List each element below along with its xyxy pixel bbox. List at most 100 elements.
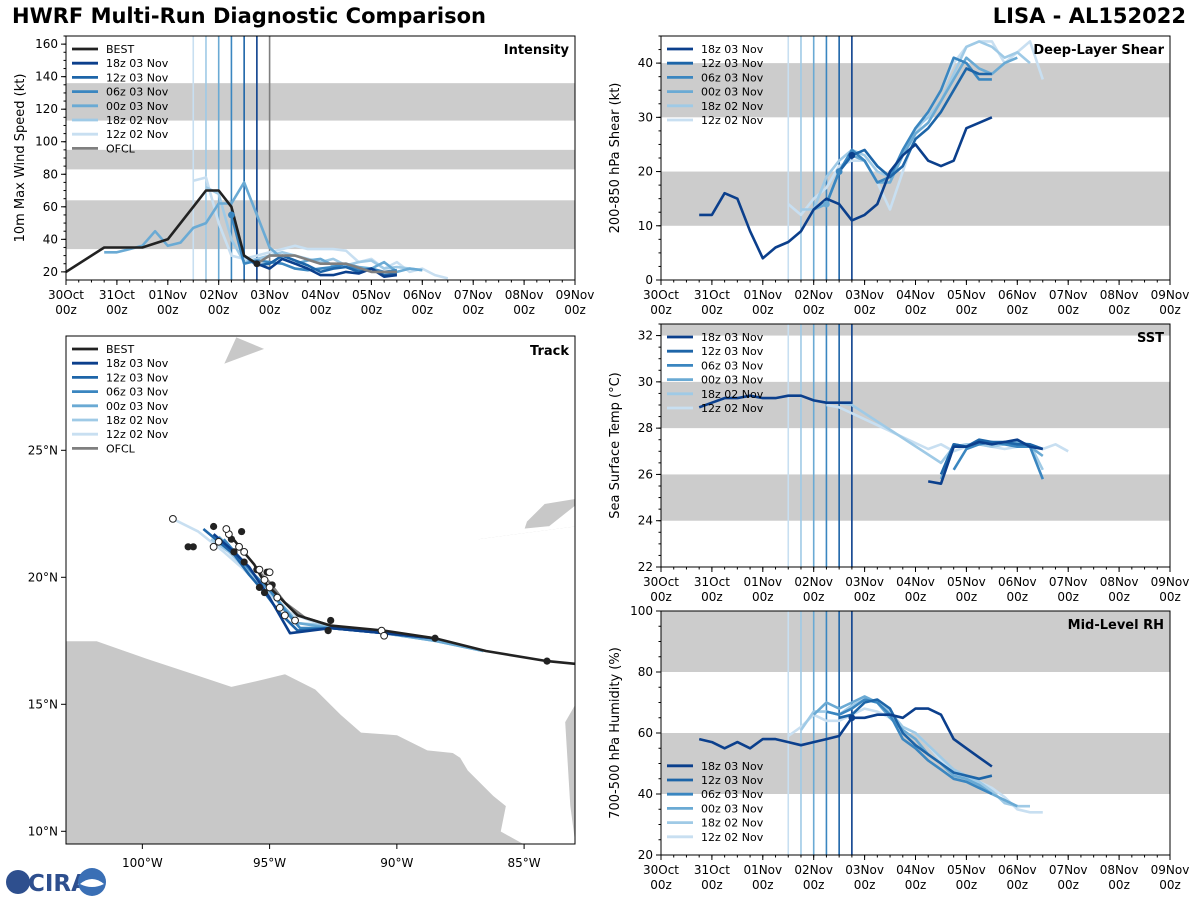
- shear-init-point-18z-03-nov: [848, 151, 856, 159]
- track-state-border: [384, 538, 459, 593]
- rh-x-tick-label: 07Nov: [1049, 863, 1088, 877]
- sst-panel: 22242628303230Oct00z31Oct00z01Nov00z02No…: [608, 323, 1189, 604]
- sst-x-tick-label: 02Nov: [794, 575, 833, 589]
- sst-x-tick-label: 07Nov: [1049, 575, 1088, 589]
- sst-x-tick-label: 08Nov: [1100, 575, 1139, 589]
- track-position-marker: [238, 527, 246, 536]
- track-forecast-marker: [209, 542, 218, 551]
- rh-x-tick-label: 00z: [905, 878, 927, 892]
- track-state-border: [66, 424, 181, 451]
- rh-y-tick-label: 40: [638, 787, 653, 801]
- shear-x-tick-label: 00z: [650, 303, 672, 317]
- shear-x-tick-label: 00z: [854, 303, 876, 317]
- track-state-border: [66, 513, 199, 522]
- intensity-series-best: [66, 189, 258, 273]
- shear-x-tick-label: 04Nov: [896, 288, 935, 302]
- track-plot-area: [66, 336, 575, 844]
- intensity-x-tick-label: 00z: [412, 303, 434, 317]
- rh-x-tick-label: 00z: [1159, 878, 1181, 892]
- rh-x-tick-label: 00z: [650, 878, 672, 892]
- intensity-series-18z-03-nov: [256, 257, 398, 278]
- sst-x-tick-label: 00z: [803, 590, 825, 604]
- shear-x-tick-label: 00z: [905, 303, 927, 317]
- rh-x-tick-label: 30Oct: [643, 863, 679, 877]
- intensity-plot-area: [66, 36, 575, 280]
- rh-x-tick-label: 08Nov: [1100, 863, 1139, 877]
- rh-x-tick-label: 00z: [956, 878, 978, 892]
- rh-x-tick-label: 00z: [1007, 878, 1029, 892]
- sst-x-tick-label: 31Oct: [694, 575, 730, 589]
- track-forecast-marker: [168, 514, 177, 523]
- rh-legend-label-18z-03-nov: 18z 03 Nov: [701, 760, 764, 773]
- track-x-tick-label: 85°W: [508, 856, 541, 870]
- intensity-x-tick-label: 07Nov: [454, 288, 493, 302]
- sst-legend-label-00z-03-nov: 00z 03 Nov: [701, 374, 764, 387]
- rh-x-tick-label: 00z: [701, 878, 723, 892]
- track-forecast-marker: [380, 631, 389, 640]
- sst-x-tick-label: 05Nov: [947, 575, 986, 589]
- sst-y-tick-label: 24: [638, 514, 653, 528]
- sst-x-tick-label: 00z: [905, 590, 927, 604]
- sst-legend-label-12z-03-nov: 12z 03 Nov: [701, 345, 764, 358]
- shear-x-tick-label: 00z: [1159, 303, 1181, 317]
- intensity-y-tick-label: 60: [43, 200, 58, 214]
- track-position-marker: [184, 543, 192, 551]
- intensity-x-tick-label: 02Nov: [199, 288, 238, 302]
- shear-y-tick-label: 10: [638, 219, 653, 233]
- track-series-18z-03-nov: [212, 533, 436, 640]
- track-forecast-marker: [222, 525, 231, 533]
- track-frame: [65, 335, 576, 845]
- rh-plot-area: [661, 611, 1170, 855]
- shear-legend-label-06z-03-nov: 06z 03 Nov: [701, 71, 764, 84]
- sst-x-tick-label: 00z: [1007, 590, 1029, 604]
- shear-x-tick-label: 09Nov: [1151, 288, 1190, 302]
- track-state-border: [416, 716, 454, 753]
- rh-shaded-band: [661, 611, 1170, 672]
- sst-x-tick-label: 00z: [701, 590, 723, 604]
- rh-legend-label-12z-03-nov: 12z 03 Nov: [701, 774, 764, 787]
- rh-legend-label-18z-02-nov: 18z 02 Nov: [701, 817, 764, 830]
- intensity-y-tick-label: 100: [35, 135, 58, 149]
- track-position-marker: [210, 522, 218, 531]
- rh-x-tick-label: 05Nov: [947, 863, 986, 877]
- track-state-border: [205, 602, 232, 654]
- shear-legend-label-12z-03-nov: 12z 03 Nov: [701, 57, 764, 70]
- track-position-marker: [255, 583, 264, 592]
- intensity-x-tick-label: 31Oct: [99, 288, 135, 302]
- intensity-y-axis-label: 10m Max Wind Speed (kt): [13, 74, 28, 243]
- shear-legend-label-18z-02-nov: 18z 02 Nov: [701, 100, 764, 113]
- shear-x-tick-label: 00z: [752, 303, 774, 317]
- shear-plot-area: [661, 36, 1170, 280]
- intensity-x-tick-label: 00z: [361, 303, 383, 317]
- sst-y-tick-label: 26: [638, 467, 653, 481]
- rh-x-tick-label: 06Nov: [998, 863, 1037, 877]
- shear-panel: 01020304030Oct00z31Oct00z01Nov00z02Nov00…: [608, 35, 1190, 317]
- track-forecast-marker: [275, 603, 284, 612]
- shear-series-06z-03-nov: [825, 56, 992, 205]
- intensity-x-tick-label: 00z: [513, 303, 535, 317]
- rh-x-tick-label: 04Nov: [896, 863, 935, 877]
- track-forecast-marker: [235, 542, 243, 551]
- intensity-legend-label-12z-02-nov: 12z 02 Nov: [106, 128, 169, 141]
- intensity-x-tick-label: 00z: [55, 303, 77, 317]
- track-forecast-marker: [265, 583, 274, 592]
- track-y-tick-label: 25°N: [28, 443, 58, 457]
- page-title: HWRF Multi-Run Diagnostic Comparison: [12, 4, 487, 28]
- shear-legend-label-00z-03-nov: 00z 03 Nov: [701, 86, 764, 99]
- track-state-border: [304, 617, 365, 649]
- track-cuba: [523, 498, 575, 530]
- intensity-x-tick-label: 03Nov: [250, 288, 289, 302]
- track-legend-label-12z-02-nov: 12z 02 Nov: [106, 428, 169, 441]
- intensity-x-tick-label: 04Nov: [301, 288, 340, 302]
- track-state-border: [142, 577, 179, 629]
- sst-y-tick-label: 28: [638, 421, 653, 435]
- shear-y-axis-label: 200-850 hPa Shear (kt): [608, 83, 623, 234]
- track-y-tick-label: 15°N: [28, 697, 58, 711]
- intensity-legend-label-best: BEST: [106, 43, 134, 56]
- intensity-x-tick-label: 09Nov: [556, 288, 595, 302]
- track-position-marker: [543, 657, 551, 665]
- intensity-x-tick-label: 08Nov: [505, 288, 544, 302]
- track-state-border: [416, 633, 443, 687]
- noaa-wave-icon: [80, 879, 104, 887]
- track-state-border: [66, 556, 207, 578]
